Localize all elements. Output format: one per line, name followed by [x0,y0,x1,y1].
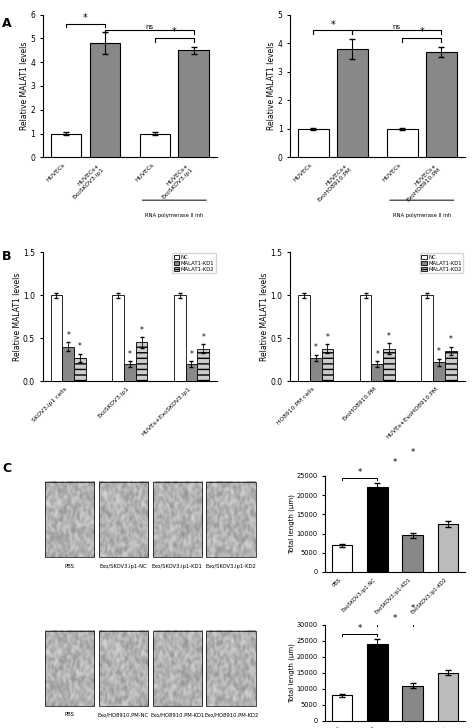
Bar [197,349,209,381]
Text: *: * [387,332,391,341]
Bar [186,364,197,381]
Text: *: * [314,343,318,352]
Text: *: * [357,468,362,477]
Text: Exo/HO8910.PM-KD1: Exo/HO8910.PM-KD1 [150,713,204,717]
Text: C: C [2,462,11,475]
Text: *: * [393,458,397,467]
Text: *: * [393,614,397,623]
Bar [139,133,170,157]
Y-axis label: Relative MALAT1 levels: Relative MALAT1 levels [12,272,21,361]
Bar [332,695,352,721]
Text: PBS: PBS [64,713,74,717]
Bar [367,644,388,721]
Text: Exo/SKOV3.ip1-NC: Exo/SKOV3.ip1-NC [100,563,147,569]
Bar [402,536,423,572]
Bar [99,630,148,705]
Bar [179,50,209,157]
Text: *: * [140,325,144,335]
Bar [310,358,321,381]
Text: Exo/SKOV3.ip1-KD2: Exo/SKOV3.ip1-KD2 [206,563,256,569]
Bar [45,630,94,705]
Text: *: * [410,448,415,457]
Text: B: B [2,250,12,264]
Text: *: * [449,335,453,344]
Bar [445,351,456,381]
Bar [332,545,352,572]
Text: *: * [172,28,177,37]
Bar [372,364,383,381]
Bar [337,49,368,157]
Text: *: * [201,333,205,341]
Text: A: A [2,17,12,31]
Bar [45,482,94,557]
Bar [433,363,445,381]
Bar [51,133,81,157]
Text: *: * [419,27,424,37]
Text: *: * [357,625,362,633]
Bar [387,129,418,157]
Legend: NC, MALAT1-KD1, MALAT1-KD2: NC, MALAT1-KD1, MALAT1-KD2 [172,253,216,274]
Text: *: * [375,350,379,359]
Bar [153,630,202,705]
Bar [321,349,333,381]
Text: Exo/HO8910.PM-NC: Exo/HO8910.PM-NC [98,713,149,717]
Bar [298,129,328,157]
Text: *: * [83,13,88,23]
Bar [153,482,202,557]
Text: *: * [128,350,132,359]
Y-axis label: Relative MALAT1 levels: Relative MALAT1 levels [20,41,29,130]
Text: *: * [410,604,415,613]
Bar [438,524,458,572]
Text: ns: ns [145,23,154,30]
Text: ns: ns [393,23,401,30]
Bar [383,349,395,381]
Y-axis label: Relative MALAT1 levels: Relative MALAT1 levels [267,41,276,130]
Bar [62,347,74,381]
Bar [367,488,388,572]
Bar [402,686,423,721]
Bar [112,295,124,381]
Text: *: * [330,20,335,30]
Bar [438,673,458,721]
Text: PBS: PBS [64,563,74,569]
Bar [174,295,186,381]
Text: *: * [326,333,329,341]
Bar [124,364,136,381]
Text: *: * [66,331,70,340]
Bar [360,295,372,381]
Bar [136,342,147,381]
Bar [207,630,256,705]
Bar [90,43,120,157]
Y-axis label: Total length (μm): Total length (μm) [289,643,295,703]
Text: Exo/HO8910.PM-KD2: Exo/HO8910.PM-KD2 [204,713,258,717]
Bar [51,295,62,381]
Y-axis label: Total length (μm): Total length (μm) [289,494,295,554]
Bar [298,295,310,381]
Text: *: * [78,342,82,351]
Text: Exo/SKOV3.ip1-KD1: Exo/SKOV3.ip1-KD1 [152,563,203,569]
Text: RNA polymerase II inh: RNA polymerase II inh [392,213,451,218]
Bar [421,295,433,381]
Y-axis label: Relative MALAT1 levels: Relative MALAT1 levels [260,272,269,361]
Bar [426,52,456,157]
Legend: NC, MALAT1-KD1, MALAT1-KD2: NC, MALAT1-KD1, MALAT1-KD2 [420,253,464,274]
Bar [99,482,148,557]
Text: RNA polymerase II inh: RNA polymerase II inh [145,213,203,218]
Text: *: * [190,350,193,359]
Bar [207,482,256,557]
Text: *: * [437,347,441,356]
Bar [74,358,86,381]
